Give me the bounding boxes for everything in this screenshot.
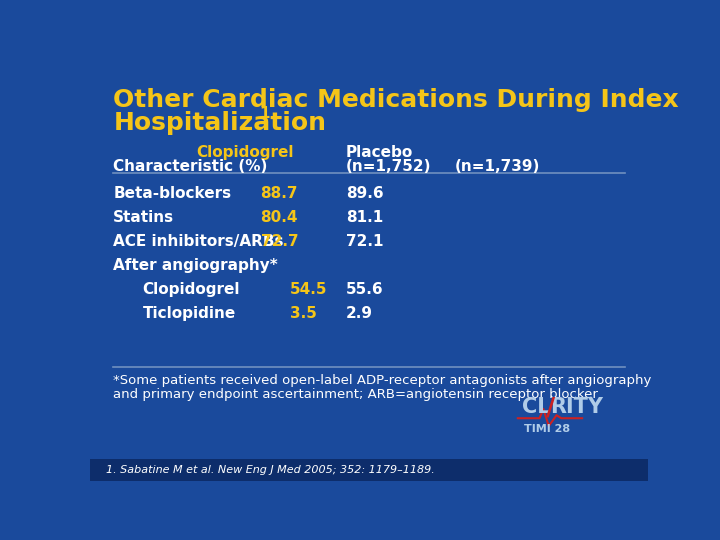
Text: Clopidogrel: Clopidogrel xyxy=(143,282,240,297)
Text: /: / xyxy=(546,395,555,420)
Text: *Some patients received open-label ADP-receptor antagonists after angiography: *Some patients received open-label ADP-r… xyxy=(113,374,652,387)
Text: 89.6: 89.6 xyxy=(346,186,383,201)
Bar xyxy=(90,459,648,481)
Text: After angiography*: After angiography* xyxy=(113,258,278,273)
Text: (n=1,739): (n=1,739) xyxy=(454,159,539,174)
Text: 3.5: 3.5 xyxy=(290,306,317,321)
Text: 2.9: 2.9 xyxy=(346,306,373,321)
Text: 81.1: 81.1 xyxy=(346,211,383,225)
Text: Other Cardiac Medications During Index: Other Cardiac Medications During Index xyxy=(113,88,679,112)
Text: 1: 1 xyxy=(259,106,269,122)
Text: 72.1: 72.1 xyxy=(346,234,383,249)
Text: 88.7: 88.7 xyxy=(261,186,298,201)
Text: Statins: Statins xyxy=(113,211,174,225)
Text: Ticlopidine: Ticlopidine xyxy=(143,306,236,321)
Text: ACE inhibitors/ARBs: ACE inhibitors/ARBs xyxy=(113,234,284,249)
Text: Clopidogrel: Clopidogrel xyxy=(197,145,294,160)
Text: 54.5: 54.5 xyxy=(290,282,328,297)
Text: 55.6: 55.6 xyxy=(346,282,383,297)
Text: 80.4: 80.4 xyxy=(261,211,298,225)
Text: Beta-blockers: Beta-blockers xyxy=(113,186,231,201)
Text: CL: CL xyxy=(523,397,551,417)
Text: (n=1,752): (n=1,752) xyxy=(346,159,431,174)
Text: and primary endpoint ascertainment; ARB=angiotensin receptor blocker: and primary endpoint ascertainment; ARB=… xyxy=(113,388,598,401)
Text: Characteristic (%): Characteristic (%) xyxy=(113,159,268,174)
Text: TIMI 28: TIMI 28 xyxy=(524,424,570,434)
Text: 72.7: 72.7 xyxy=(261,234,298,249)
Text: RITY: RITY xyxy=(550,397,603,417)
Text: Hospitalization: Hospitalization xyxy=(113,111,326,135)
Text: 1. Sabatine M et al. New Eng J Med 2005; 352: 1179–1189.: 1. Sabatine M et al. New Eng J Med 2005;… xyxy=(106,465,434,475)
Text: Placebo: Placebo xyxy=(346,145,413,160)
